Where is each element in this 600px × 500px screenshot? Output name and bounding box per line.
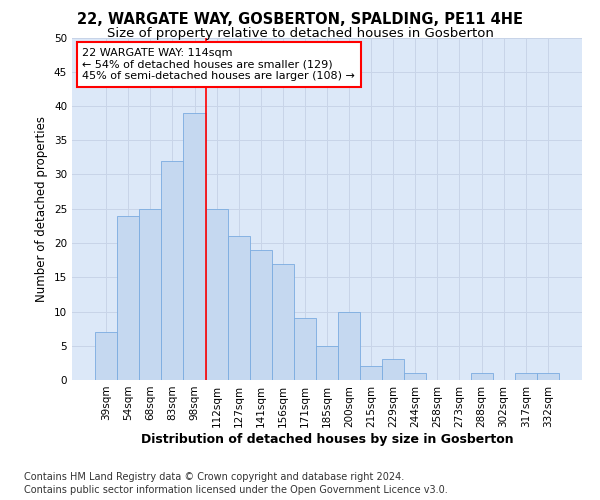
- Bar: [184, 113, 206, 380]
- Text: Contains HM Land Registry data © Crown copyright and database right 2024.: Contains HM Land Registry data © Crown c…: [24, 472, 404, 482]
- Bar: [338, 312, 360, 380]
- X-axis label: Distribution of detached houses by size in Gosberton: Distribution of detached houses by size …: [140, 432, 514, 446]
- Bar: [316, 346, 338, 380]
- Bar: [294, 318, 316, 380]
- Text: 22, WARGATE WAY, GOSBERTON, SPALDING, PE11 4HE: 22, WARGATE WAY, GOSBERTON, SPALDING, PE…: [77, 12, 523, 28]
- Bar: [250, 250, 272, 380]
- Bar: [139, 209, 161, 380]
- Bar: [117, 216, 139, 380]
- Bar: [272, 264, 294, 380]
- Text: Size of property relative to detached houses in Gosberton: Size of property relative to detached ho…: [107, 28, 493, 40]
- Bar: [537, 373, 559, 380]
- Bar: [404, 373, 427, 380]
- Bar: [206, 209, 227, 380]
- Bar: [470, 373, 493, 380]
- Bar: [382, 360, 404, 380]
- Bar: [95, 332, 117, 380]
- Bar: [515, 373, 537, 380]
- Bar: [161, 161, 184, 380]
- Text: Contains public sector information licensed under the Open Government Licence v3: Contains public sector information licen…: [24, 485, 448, 495]
- Y-axis label: Number of detached properties: Number of detached properties: [35, 116, 49, 302]
- Text: 22 WARGATE WAY: 114sqm
← 54% of detached houses are smaller (129)
45% of semi-de: 22 WARGATE WAY: 114sqm ← 54% of detached…: [82, 48, 355, 81]
- Bar: [227, 236, 250, 380]
- Bar: [360, 366, 382, 380]
